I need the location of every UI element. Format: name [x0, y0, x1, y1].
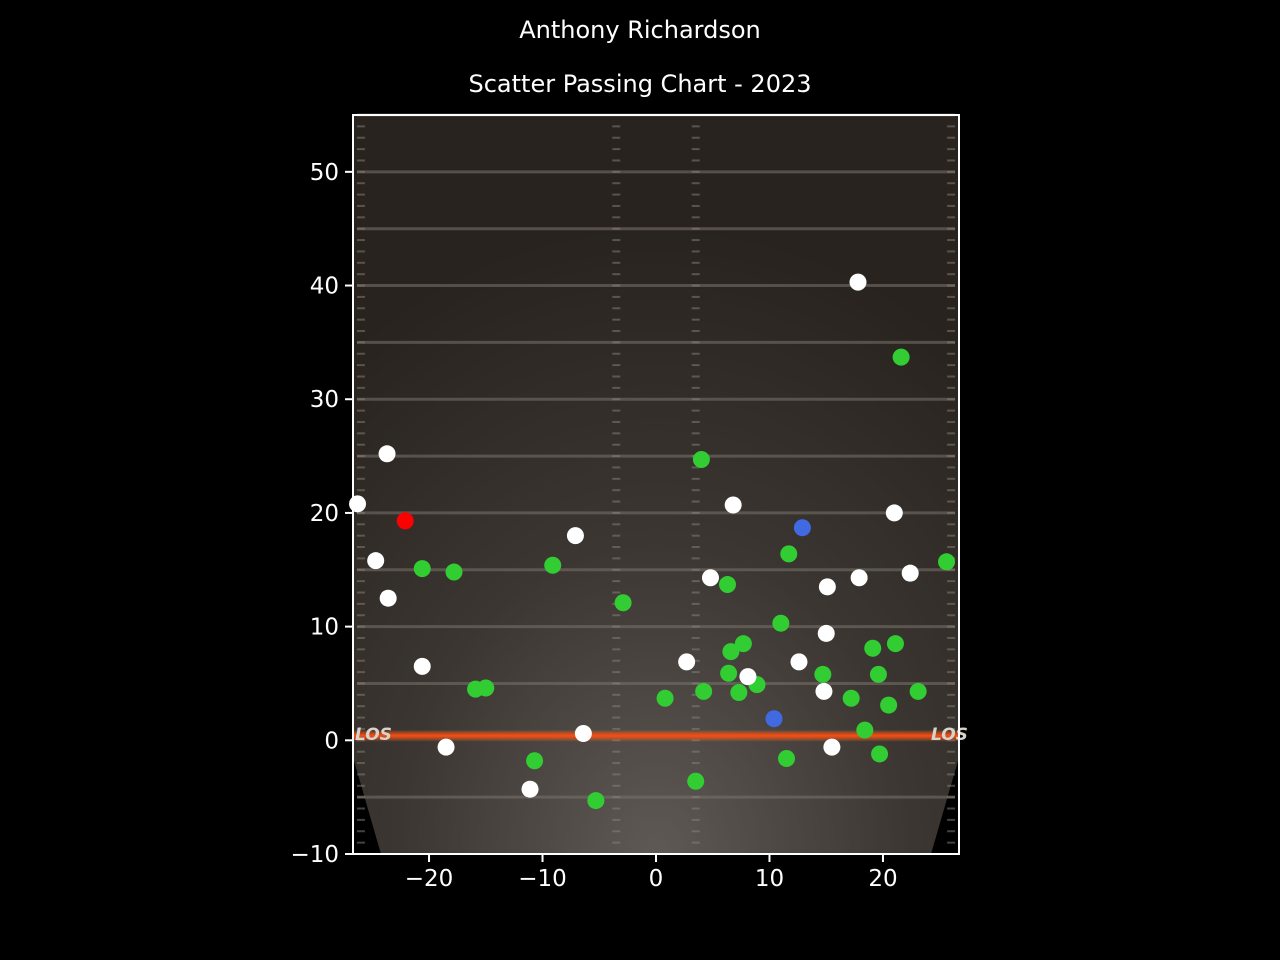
pass-point-incomplete — [815, 682, 833, 700]
pass-point-complete — [778, 749, 796, 767]
pass-point-complete — [695, 682, 713, 700]
pass-point-complete — [856, 721, 874, 739]
los-label-left: LOS — [355, 725, 392, 745]
pass-point-complete — [780, 545, 798, 563]
pass-point-complete — [722, 643, 740, 661]
y-tick-label: 20 — [310, 501, 339, 527]
pass-point-complete — [886, 635, 904, 653]
pass-point-complete — [718, 576, 736, 594]
pass-point-complete — [734, 635, 752, 653]
pass-point-touchdown — [793, 519, 811, 537]
pass-point-incomplete — [724, 496, 742, 514]
pass-point-complete — [814, 665, 832, 683]
pass-point-interception — [396, 512, 414, 530]
pass-point-complete — [730, 684, 748, 702]
pass-point-incomplete — [739, 668, 757, 686]
pass-point-incomplete — [885, 504, 903, 522]
axes: −20 −10 0 10 20 −10 0 10 20 30 40 50 — [290, 114, 960, 892]
y-tick-label: 0 — [324, 728, 339, 754]
pass-point-complete — [871, 745, 889, 763]
x-tick-label: −10 — [518, 866, 567, 892]
pass-point-incomplete — [521, 780, 539, 798]
pass-point-incomplete — [823, 738, 841, 756]
pass-point-complete — [445, 563, 463, 581]
pass-point-complete — [614, 594, 632, 612]
pass-point-complete — [692, 450, 710, 468]
pass-point-incomplete — [901, 564, 919, 582]
chart-title: Anthony Richardson — [519, 16, 761, 44]
pass-point-complete — [544, 556, 562, 574]
x-tick-label: −20 — [405, 866, 454, 892]
pass-point-complete — [720, 664, 738, 682]
y-tick-label: 40 — [310, 274, 339, 300]
pass-point-complete — [587, 792, 605, 810]
chart-subtitle: Scatter Passing Chart - 2023 — [468, 70, 812, 98]
pass-point-incomplete — [850, 569, 868, 587]
x-tick-label: 10 — [755, 866, 784, 892]
field-corner-right — [931, 757, 959, 854]
pass-point-incomplete — [818, 578, 836, 596]
pass-point-incomplete — [701, 569, 719, 587]
pass-point-complete — [842, 689, 860, 707]
pass-point-complete — [938, 553, 956, 571]
pass-point-incomplete — [678, 653, 696, 671]
pass-point-complete — [772, 614, 790, 632]
pass-point-complete — [413, 560, 431, 578]
y-tick-label: 30 — [310, 387, 339, 413]
x-tick-label: 0 — [649, 866, 664, 892]
los-label-right: LOS — [931, 725, 968, 745]
pass-point-complete — [880, 696, 898, 714]
pass-point-incomplete — [790, 653, 808, 671]
pass-point-incomplete — [437, 738, 455, 756]
pass-point-incomplete — [817, 624, 835, 642]
pass-point-incomplete — [367, 552, 385, 570]
pass-point-incomplete — [379, 589, 397, 607]
pass-points — [349, 273, 956, 810]
pass-point-incomplete — [566, 527, 584, 545]
field-corner-left — [353, 757, 381, 854]
pass-point-incomplete — [849, 273, 867, 291]
pass-point-incomplete — [574, 724, 592, 742]
y-tick-label: −10 — [290, 842, 339, 868]
pass-point-complete — [869, 665, 887, 683]
pass-point-touchdown — [765, 710, 783, 728]
pass-point-complete — [687, 772, 705, 790]
pass-point-complete — [656, 689, 674, 707]
pass-point-incomplete — [413, 657, 431, 675]
pass-point-complete — [909, 682, 927, 700]
pass-point-complete — [864, 639, 882, 657]
y-tick-label: 10 — [310, 615, 339, 641]
pass-point-incomplete — [349, 495, 367, 513]
pass-point-incomplete — [378, 445, 396, 463]
line-of-scrimmage — [353, 729, 959, 742]
y-tick-label: 50 — [310, 160, 339, 186]
pass-point-complete — [892, 348, 910, 366]
pass-point-complete — [477, 679, 495, 697]
x-tick-label: 20 — [868, 866, 897, 892]
pass-point-complete — [526, 752, 544, 770]
